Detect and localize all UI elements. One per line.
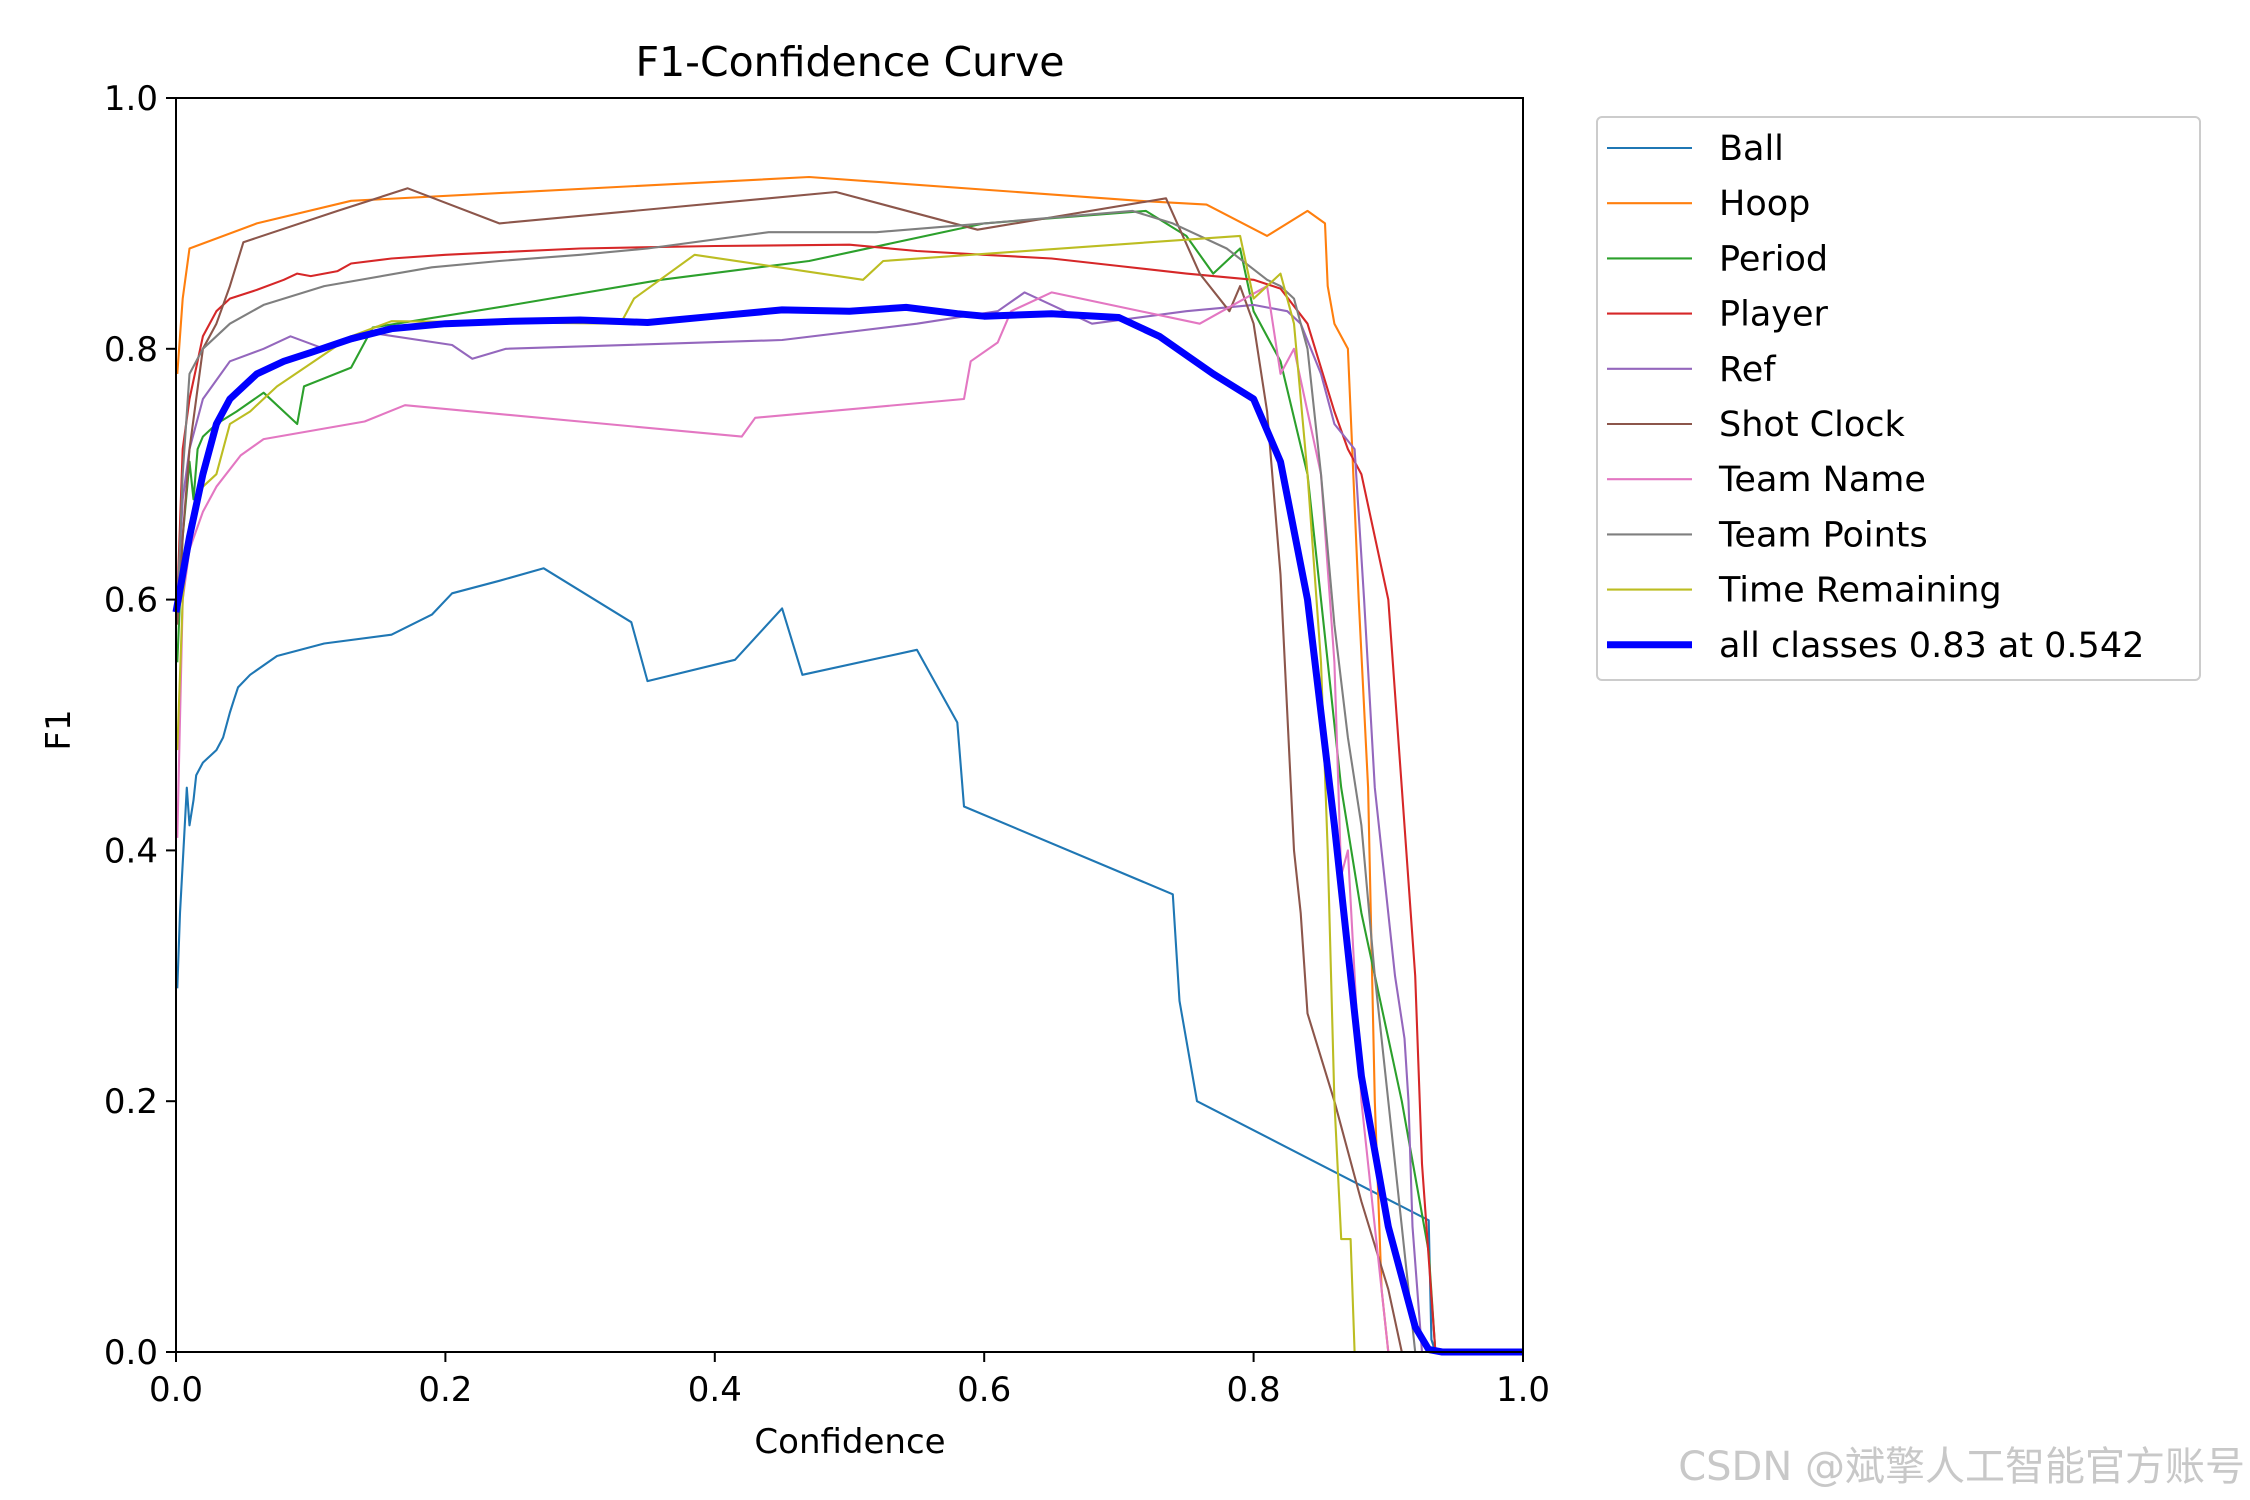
- legend-label: Player: [1719, 295, 1829, 335]
- legend-label: Team Points: [1718, 515, 1928, 555]
- x-axis-label: Confidence: [754, 1422, 945, 1462]
- chart-title: F1-Confidence Curve: [636, 38, 1065, 86]
- y-tick-label: 0.0: [104, 1333, 158, 1373]
- y-tick-label: 0.8: [104, 330, 158, 370]
- legend-label: Team Name: [1718, 460, 1926, 500]
- watermark: CSDN @斌擎人工智能官方账号: [1678, 1444, 2245, 1490]
- series-line-team-points: [176, 209, 1523, 1354]
- x-tick-label: 0.2: [418, 1370, 472, 1410]
- series-line-time-remaining: [176, 234, 1523, 1354]
- y-tick-label: 0.2: [104, 1082, 158, 1122]
- series-line-ball: [176, 567, 1523, 1354]
- x-tick-label: 1.0: [1496, 1370, 1550, 1410]
- legend-label: Ball: [1719, 129, 1784, 169]
- legend-label: all classes 0.83 at 0.542: [1719, 626, 2144, 666]
- legend-label: Shot Clock: [1719, 405, 1905, 445]
- y-tick-label: 0.4: [104, 831, 158, 871]
- plot-frame: [175, 97, 1524, 1353]
- x-tick-label: 0.6: [957, 1370, 1011, 1410]
- legend-label: Time Remaining: [1718, 571, 2002, 611]
- y-axis-ticks: 0.0 0.2 0.4 0.6 0.8 1.0: [104, 79, 176, 1373]
- legend-box: [1596, 116, 2201, 681]
- y-axis-label: F1: [39, 709, 79, 750]
- series-line-player: [176, 243, 1523, 1354]
- x-axis-ticks: 0.0 0.2 0.4 0.6 0.8 1.0: [149, 1352, 1550, 1410]
- legend-label: Hoop: [1719, 184, 1810, 224]
- series-line-shot-clock: [176, 187, 1523, 1354]
- x-tick-label: 0.8: [1227, 1370, 1281, 1410]
- legend: Ball Hoop Period Player Ref Shot Clock Team Na…: [1596, 116, 2201, 681]
- plot-lines: [172, 175, 1523, 1356]
- series-line-team-name: [176, 285, 1523, 1354]
- legend-label: Period: [1719, 239, 1828, 279]
- x-tick-label: 0.0: [149, 1370, 203, 1410]
- series-line-hoop: [176, 175, 1523, 1354]
- y-tick-label: 0.6: [104, 581, 158, 621]
- series-line-period: [176, 209, 1523, 1354]
- series-line-all-classes-0-83-at-0-542: [172, 303, 1523, 1356]
- legend-label: Ref: [1719, 350, 1776, 390]
- x-tick-label: 0.4: [688, 1370, 742, 1410]
- y-tick-label: 1.0: [104, 79, 158, 119]
